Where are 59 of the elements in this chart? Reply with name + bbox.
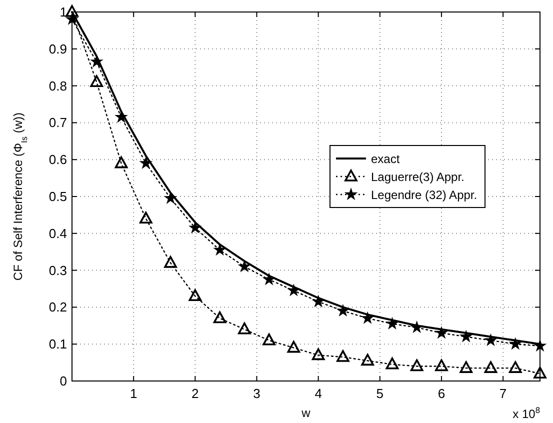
point	[262, 272, 276, 286]
x-axis-title: w	[300, 406, 311, 420]
point	[336, 304, 350, 317]
point	[534, 366, 546, 379]
y-tick-label: 0.4	[48, 226, 67, 241]
point	[459, 330, 473, 342]
point	[508, 361, 522, 373]
x-tick-label: 3	[253, 386, 260, 401]
point	[312, 348, 325, 360]
point	[410, 320, 424, 334]
text: x 10$^{8}$	[512, 405, 540, 421]
y-tick-label: 0.5	[48, 189, 67, 204]
point	[312, 294, 325, 308]
point	[90, 75, 104, 88]
point	[164, 256, 177, 268]
point	[287, 284, 300, 296]
point	[386, 316, 399, 330]
legend-label: Laguerre(3) Appr.	[371, 170, 464, 184]
point	[336, 350, 350, 362]
point	[188, 289, 202, 302]
x-tick-label: 5	[376, 386, 384, 401]
point	[533, 338, 547, 352]
y-tick-label: 0.7	[48, 115, 67, 130]
point	[435, 359, 448, 372]
x-tick-label: 4	[314, 386, 322, 401]
point	[460, 361, 473, 373]
point	[213, 243, 226, 256]
point	[139, 212, 152, 224]
point	[188, 220, 202, 234]
point	[361, 354, 374, 366]
point	[262, 334, 276, 346]
point	[114, 156, 128, 168]
point	[484, 333, 498, 346]
legend-label: exact	[371, 152, 400, 166]
legend-label: Legendre (32) Appr.	[371, 188, 478, 202]
point	[484, 361, 498, 373]
point	[386, 357, 399, 370]
point	[434, 326, 448, 339]
y-tick-label: 0.6	[48, 152, 67, 168]
x-tick-label: 6	[438, 386, 446, 401]
x-tick-label: 1	[130, 386, 138, 401]
y-tick-label: 0.2	[48, 300, 67, 315]
point	[139, 156, 153, 169]
x-tick-label: 7	[499, 386, 507, 401]
point	[164, 191, 178, 204]
x-tick-label: 2	[192, 386, 199, 401]
point	[508, 337, 522, 350]
point	[360, 311, 374, 324]
point	[238, 260, 252, 272]
y-tick-label: 0	[60, 374, 67, 388]
point	[213, 311, 226, 324]
point	[287, 340, 300, 353]
y-tick-label: 0.9	[48, 41, 67, 56]
y-tick-label: 0.3	[48, 262, 67, 278]
y-tick-label: 0.8	[48, 78, 67, 94]
y-tick-label: 0.1	[48, 336, 67, 352]
y-tick-label: 1	[60, 4, 67, 20]
point	[410, 359, 424, 372]
point	[238, 322, 251, 334]
